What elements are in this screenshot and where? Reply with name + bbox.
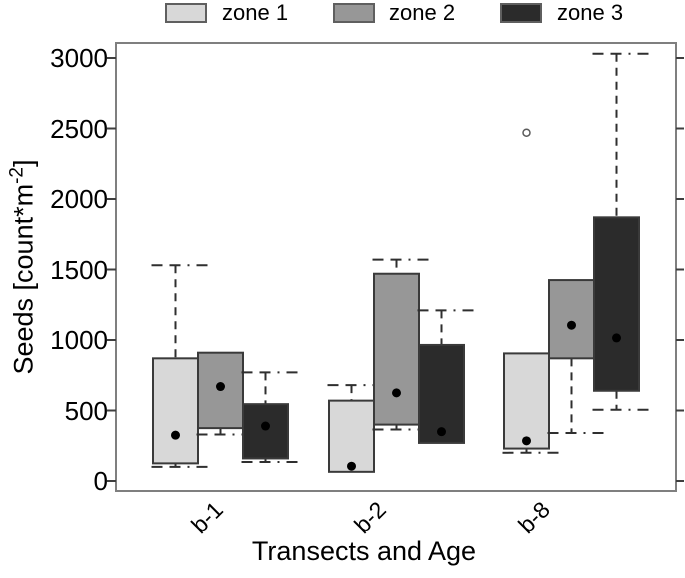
mean-dot-zone2-b-8 <box>567 320 576 330</box>
box-zone3-b-2 <box>418 343 465 444</box>
mean-dot-zone1-b-2 <box>347 461 356 471</box>
box-zone1-b-1 <box>152 357 199 465</box>
box-zone1-b-8 <box>503 352 550 450</box>
legend-swatch-zone-1 <box>165 3 207 23</box>
y-tick-label-0: 0 <box>93 466 108 496</box>
outlier-zone1-b-8 <box>522 128 531 137</box>
legend-label-zone-2: zone 2 <box>389 0 456 25</box>
legend-swatch-zone-3 <box>500 3 542 23</box>
mean-dot-zone3-b-1 <box>261 421 270 431</box>
y-tick-label-2500: 2500 <box>50 113 108 144</box>
y-tick-label-3000: 3000 <box>50 43 108 73</box>
y-tick-label-1500: 1500 <box>50 254 108 285</box>
y-axis-title-bracket: ] <box>8 159 39 167</box>
box-zone3-b-8 <box>593 216 640 392</box>
y-axis-title-text: Seeds [count*m <box>8 183 39 375</box>
y-tick-label-1000: 1000 <box>50 325 108 355</box>
legend-label-zone-3: zone 3 <box>557 0 624 25</box>
legend-label-zone-1: zone 1 <box>222 0 289 25</box>
box-zone1-b-2 <box>328 399 375 473</box>
mean-dot-zone2-b-1 <box>216 382 225 392</box>
y-tick-label-500: 500 <box>64 395 108 426</box>
box-zone2-b-2 <box>373 272 420 426</box>
box-zone3-b-1 <box>242 403 289 460</box>
y-tick-label-2000: 2000 <box>50 184 108 214</box>
mean-dot-zone3-b-2 <box>437 427 446 437</box>
plot-frame <box>115 42 677 492</box>
mean-dot-zone2-b-2 <box>392 388 401 398</box>
mean-dot-zone3-b-8 <box>612 333 621 343</box>
y-axis-title-superscript: -2 <box>6 167 28 184</box>
box-zone2-b-8 <box>548 279 595 360</box>
x-axis-title: Transects and Age <box>251 536 477 566</box>
y-axis-title: Seeds [count*m-2] <box>7 159 40 374</box>
mean-dot-zone1-b-1 <box>171 430 180 440</box>
mean-dot-zone1-b-8 <box>522 436 531 446</box>
legend-swatch-zone-2 <box>333 3 375 23</box>
